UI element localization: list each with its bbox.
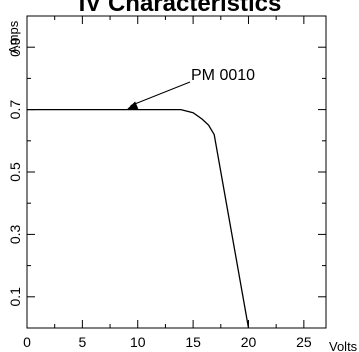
y-tick-label: 0.9 (7, 37, 23, 57)
x-tick-label: 20 (241, 334, 257, 350)
x-tick-label: 25 (296, 334, 312, 350)
y-axis-ticks: 0.1 0.3 0.5 0.7 0.9 (7, 37, 326, 307)
x-tick-label: 15 (185, 334, 201, 350)
chart-title: IV Characteristics (79, 0, 282, 17)
x-tick-label: 0 (23, 334, 31, 350)
chart-axes (26, 15, 327, 329)
x-axis-ticks: 0 5 10 15 20 25 (23, 16, 312, 350)
annotation-arrowhead (126, 101, 139, 110)
x-tick-label: 10 (130, 334, 146, 350)
plot-frame (26, 15, 327, 329)
chart-annotation: PM 0010 (126, 67, 255, 110)
annotation-leader (130, 81, 191, 107)
y-tick-label: 0.3 (7, 224, 23, 244)
y-axis-label: Amps (6, 20, 21, 54)
x-tick-label: 5 (78, 334, 86, 350)
series-line (27, 108, 250, 329)
chart-series (27, 108, 250, 329)
x-axis-label: Volts (329, 339, 358, 352)
y-tick-label: 0.1 (7, 287, 23, 307)
annotation-label: PM 0010 (191, 67, 255, 84)
y-tick-label: 0.7 (7, 100, 23, 120)
y-tick-label: 0.5 (7, 162, 23, 182)
